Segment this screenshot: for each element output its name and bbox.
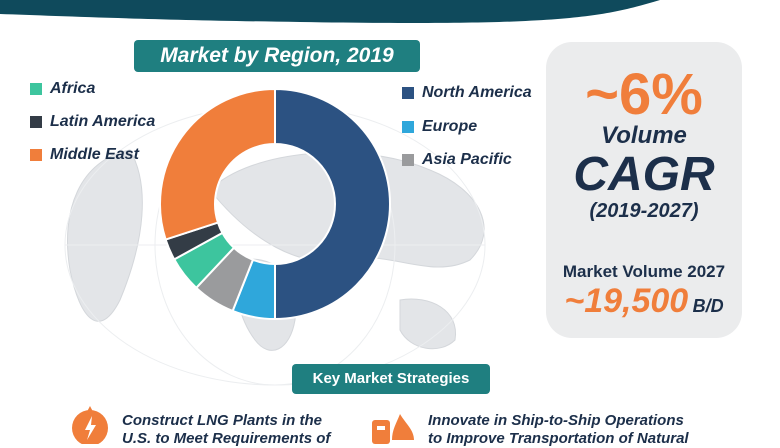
cagr-label: CAGR	[573, 148, 715, 201]
chart-title: Market by Region, 2019	[134, 40, 420, 72]
strategy-line: U.S. to Meet Requirements of	[122, 430, 331, 447]
strategy-line: Innovate in Ship-to-Ship Operations	[428, 412, 684, 429]
ship-transfer-icon	[372, 414, 414, 444]
donut-slice-north-america	[274, 87, 391, 321]
cagr-percent: ~6%	[585, 62, 703, 127]
header-wave	[0, 0, 660, 24]
legend-label: Europe	[422, 118, 478, 135]
strategy-item-2: Innovate in Ship-to-Ship Operations to I…	[428, 412, 689, 448]
market-volume: ~19,500 B/D	[546, 282, 742, 321]
cagr-volume-label: Volume	[601, 122, 687, 149]
legend-item-africa: Africa	[30, 80, 95, 98]
legend-item-asia-pacific: Asia Pacific	[402, 151, 512, 169]
strategy-line: Construct LNG Plants in the	[122, 412, 323, 429]
legend-swatch	[402, 87, 414, 99]
legend-label: Latin America	[50, 113, 156, 130]
cagr-period: (2019-2027)	[589, 200, 699, 222]
market-volume-unit: B/D	[692, 296, 724, 316]
legend-swatch	[402, 154, 414, 166]
donut-chart	[159, 87, 391, 321]
legend-swatch	[30, 116, 42, 128]
market-volume-label: Market Volume 2027	[562, 262, 726, 281]
strategies-title: Key Market Strategies	[292, 364, 490, 394]
legend-item-europe: Europe	[402, 118, 477, 136]
legend-item-latin-america: Latin America	[30, 113, 155, 131]
legend-label: Asia Pacific	[422, 151, 512, 168]
strategy-item-1: Construct LNG Plants in the U.S. to Meet…	[122, 412, 330, 448]
market-volume-value: ~19,500	[564, 282, 689, 320]
legend-item-north-america: North America	[402, 84, 532, 102]
donut-slice-middle-east	[159, 87, 276, 241]
power-plant-icon	[72, 406, 108, 444]
legend-swatch	[30, 149, 42, 161]
cagr-card: ~6% Volume CAGR (2019-2027) Market Volum…	[546, 42, 742, 338]
legend-label: North America	[422, 84, 532, 101]
legend-swatch	[30, 83, 42, 95]
legend-label: Middle East	[50, 146, 139, 163]
legend-item-middle-east: Middle East	[30, 146, 139, 164]
legend-label: Africa	[50, 80, 96, 97]
strategy-line: to Improve Transportation of Natural	[428, 430, 689, 447]
legend-swatch	[402, 121, 414, 133]
